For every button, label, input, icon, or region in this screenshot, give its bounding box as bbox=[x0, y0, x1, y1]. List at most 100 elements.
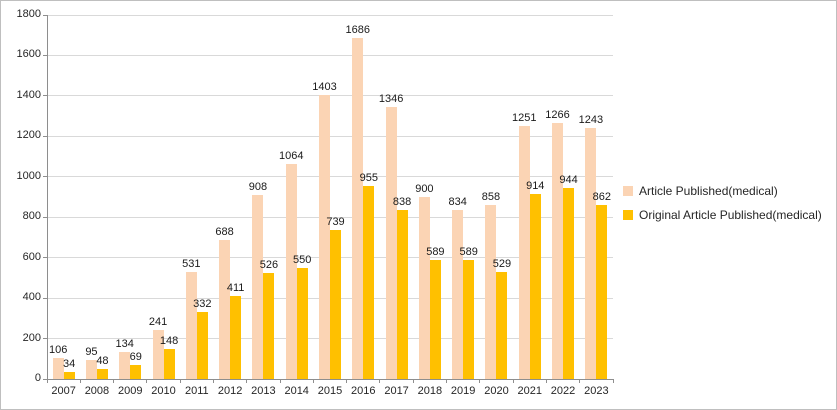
gridline bbox=[47, 95, 613, 97]
x-axis-label: 2023 bbox=[584, 385, 609, 397]
bar-value-label: 834 bbox=[448, 196, 467, 209]
x-axis-label: 2008 bbox=[84, 385, 110, 397]
x-axis-label: 2018 bbox=[417, 385, 443, 397]
bar-original-article-published bbox=[196, 311, 208, 379]
x-axis-tick bbox=[179, 379, 181, 383]
y-axis-label: 1200 bbox=[16, 129, 41, 142]
y-axis-label: 0 bbox=[34, 372, 41, 384]
bar-original-article-published bbox=[130, 365, 142, 379]
bar-value-label: 838 bbox=[392, 195, 412, 208]
x-axis-tick bbox=[46, 379, 48, 383]
bar-original-article-published bbox=[363, 185, 375, 379]
x-axis-tick bbox=[579, 379, 581, 383]
bar-value-label: 862 bbox=[592, 190, 612, 203]
x-axis-label: 2009 bbox=[117, 385, 143, 397]
x-axis-label: 2017 bbox=[384, 385, 409, 397]
x-axis-label: 2013 bbox=[251, 385, 276, 397]
bar-original-article-published bbox=[230, 295, 242, 379]
bar-value-label: 106 bbox=[48, 343, 68, 356]
legend: Article Published(medical) Original Artic… bbox=[623, 184, 822, 232]
x-axis-label: 2022 bbox=[550, 385, 576, 397]
bar-value-label: 589 bbox=[426, 245, 445, 258]
y-axis-tick bbox=[43, 176, 47, 178]
bar-value-label: 95 bbox=[85, 345, 98, 358]
x-axis-label: 2011 bbox=[184, 385, 209, 397]
bar-article-published bbox=[585, 127, 597, 379]
x-axis-label: 2019 bbox=[450, 385, 476, 397]
bar-value-label: 944 bbox=[559, 174, 578, 187]
bar-value-label: 529 bbox=[492, 258, 512, 271]
bar-value-label: 739 bbox=[326, 215, 345, 228]
gridline bbox=[47, 176, 613, 178]
gridline bbox=[47, 135, 613, 137]
bar-original-article-published bbox=[529, 194, 541, 379]
x-axis-label: 2021 bbox=[517, 385, 542, 397]
y-axis-tick bbox=[43, 135, 47, 137]
x-axis-line bbox=[47, 378, 613, 380]
bar-value-label: 1251 bbox=[512, 112, 537, 125]
bar-original-article-published bbox=[563, 188, 575, 379]
x-axis-label: 2014 bbox=[284, 385, 309, 397]
y-axis-label: 1000 bbox=[16, 169, 41, 182]
bar-original-article-published bbox=[163, 349, 175, 379]
bar-value-label: 914 bbox=[526, 180, 545, 193]
x-axis-tick bbox=[612, 379, 614, 383]
x-axis-tick bbox=[412, 379, 414, 383]
y-axis-label: 1400 bbox=[16, 88, 41, 101]
legend-label: Original Article Published(medical) bbox=[639, 208, 822, 222]
y-axis-tick bbox=[43, 338, 47, 340]
bar-value-label: 48 bbox=[96, 355, 109, 368]
gridline bbox=[47, 14, 613, 16]
x-axis-tick bbox=[146, 379, 148, 383]
x-axis-tick bbox=[379, 379, 381, 383]
bar-value-label: 411 bbox=[226, 281, 245, 294]
bar-original-article-published bbox=[396, 209, 408, 379]
x-axis-tick bbox=[512, 379, 514, 383]
bar-value-label: 955 bbox=[359, 171, 378, 184]
bar-value-label: 858 bbox=[481, 191, 501, 204]
x-axis-label: 2016 bbox=[351, 385, 376, 397]
bar-article-published bbox=[52, 357, 64, 379]
legend-swatch bbox=[623, 186, 633, 196]
gridline bbox=[47, 54, 613, 56]
bar-value-label: 148 bbox=[159, 335, 179, 348]
y-axis-tick bbox=[43, 216, 47, 218]
bar-original-article-published bbox=[496, 272, 508, 379]
y-axis-tick bbox=[43, 257, 47, 259]
x-axis-label: 2012 bbox=[217, 385, 243, 397]
y-axis-label: 1600 bbox=[16, 48, 41, 61]
x-axis-tick bbox=[346, 379, 348, 383]
x-axis-label: 2007 bbox=[51, 385, 76, 397]
bar-value-label: 526 bbox=[259, 258, 279, 271]
bar-value-label: 134 bbox=[115, 337, 134, 350]
bar-value-label: 908 bbox=[248, 181, 268, 194]
bar-article-published bbox=[185, 271, 197, 379]
x-axis-tick bbox=[113, 379, 115, 383]
bar-value-label: 688 bbox=[215, 225, 234, 238]
gridline bbox=[47, 216, 613, 218]
bar-original-article-published bbox=[429, 259, 441, 379]
x-axis-label: 2015 bbox=[317, 385, 343, 397]
bar-value-label: 531 bbox=[182, 257, 201, 270]
bar-value-label: 241 bbox=[148, 316, 168, 329]
x-axis-tick bbox=[246, 379, 248, 383]
bar-article-published bbox=[219, 239, 231, 379]
y-axis-label: 600 bbox=[22, 250, 41, 263]
bar-article-published bbox=[152, 330, 164, 379]
y-axis-tick bbox=[43, 95, 47, 97]
legend-swatch bbox=[623, 210, 633, 220]
bar-article-published bbox=[319, 95, 330, 379]
bar-original-article-published bbox=[596, 204, 608, 379]
bar-value-label: 1346 bbox=[378, 92, 404, 105]
y-axis-label: 1800 bbox=[16, 8, 41, 20]
bar-article-published bbox=[352, 38, 364, 379]
legend-label: Article Published(medical) bbox=[639, 184, 778, 198]
y-axis-label: 200 bbox=[22, 331, 41, 344]
x-axis-label: 2020 bbox=[484, 385, 509, 397]
bar-article-published bbox=[285, 163, 297, 379]
bar-original-article-published bbox=[330, 229, 341, 379]
bar-article-published bbox=[85, 359, 97, 379]
bar-original-article-published bbox=[63, 372, 75, 379]
x-axis-label: 2010 bbox=[151, 385, 176, 397]
